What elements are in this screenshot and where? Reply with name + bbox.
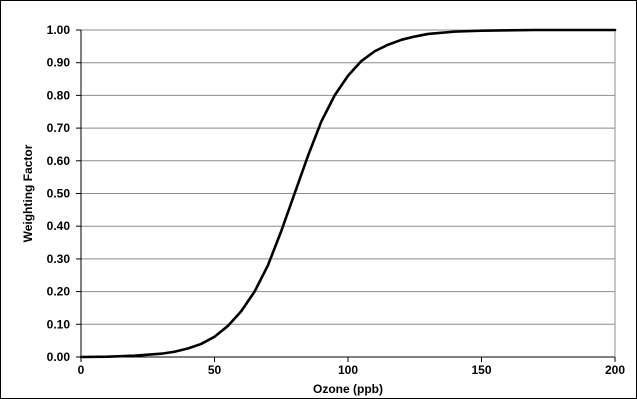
x-tick-label-4: 200	[605, 363, 625, 377]
y-tick-label-2: 0.20	[47, 285, 71, 299]
series-line-0	[79, 28, 617, 359]
y-tick-label-3: 0.30	[47, 252, 71, 266]
x-tick-label-0: 0	[78, 363, 85, 377]
y-tick-label-0: 0.00	[47, 350, 71, 364]
x-tick-label-1: 50	[208, 363, 222, 377]
y-tick-label-9: 0.90	[47, 56, 71, 70]
y-tick-label-7: 0.70	[47, 121, 71, 135]
y-tick-label-10: 1.00	[47, 23, 71, 37]
y-axis-title: Weighting Factor	[21, 144, 35, 242]
x-tick-label-3: 150	[471, 363, 491, 377]
y-tick-label-1: 0.10	[47, 317, 71, 331]
y-tick-label-6: 0.60	[47, 154, 71, 168]
axes	[76, 29, 616, 362]
series-group	[79, 28, 617, 359]
y-tick-labels: 0.00 0.10 0.20 0.30 0.40 0.50 0.60 0.70 0.80 0.90…	[47, 23, 71, 364]
y-tick-label-4: 0.40	[47, 219, 71, 233]
x-tick-labels: 0 50 100 150 200	[78, 363, 626, 377]
x-tick-label-2: 100	[338, 363, 358, 377]
y-tick-label-8: 0.80	[47, 88, 71, 102]
y-tick-label-5: 0.50	[47, 187, 71, 201]
x-axis-title: Ozone (ppb)	[313, 382, 383, 396]
